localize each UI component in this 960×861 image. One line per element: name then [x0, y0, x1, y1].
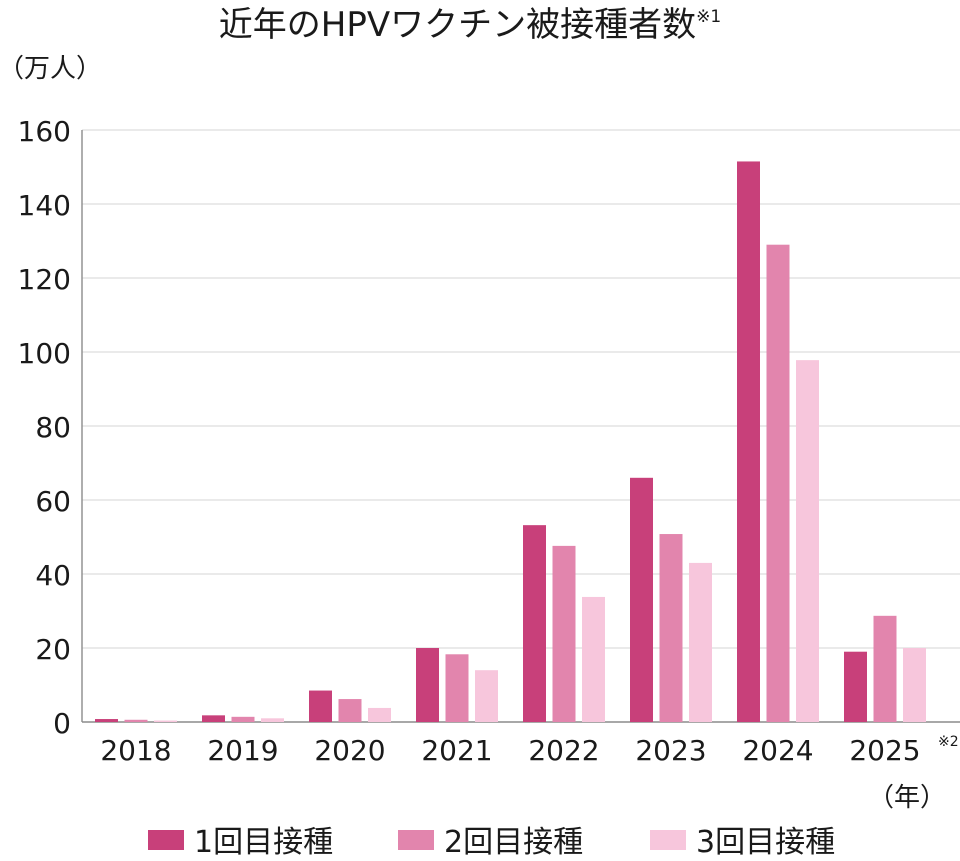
x-tick-label: 2020 [314, 734, 385, 767]
x-tick-label: 2018 [100, 734, 171, 767]
y-tick-label: 60 [35, 485, 71, 518]
x-tick-labels: 2018 2019 2020 2021 2022 2023 2024 2025 ※2 [100, 734, 958, 767]
bar-2022-series-1 [523, 525, 546, 722]
bar-2020-series-1 [309, 690, 332, 722]
y-tick-label: 140 [18, 189, 71, 222]
x-tick-label: 2019 [207, 734, 278, 767]
x-tick-label: 2023 [635, 734, 706, 767]
y-tick-labels: 0 20 40 60 80 100 120 140 160 [18, 115, 71, 740]
bar-2018-series-2 [124, 719, 148, 722]
bar-2022-series-2 [552, 545, 576, 722]
y-tick-label: 0 [53, 707, 71, 740]
bar-2018-series-1 [95, 719, 118, 722]
x-tick-note: ※2 [938, 734, 959, 750]
y-tick-label: 40 [35, 559, 71, 592]
y-tick-label: 120 [18, 263, 71, 296]
bar-2018-series-3 [154, 720, 177, 722]
bar-2021-series-1 [416, 648, 439, 722]
legend-swatch [398, 830, 434, 850]
bar-2020-series-3 [368, 707, 391, 722]
title-note: ※1 [696, 7, 721, 27]
legend-swatch [650, 830, 686, 850]
bars [95, 161, 926, 722]
y-tick-label: 80 [35, 411, 71, 444]
bar-2019-series-3 [261, 718, 284, 722]
y-axis-unit: （万人） [0, 54, 102, 84]
bar-2021-series-2 [445, 654, 469, 722]
legend-label: 1回目接種 [194, 825, 333, 857]
grid [81, 129, 960, 723]
x-tick-label: 2021 [421, 734, 492, 767]
bar-2022-series-3 [582, 596, 605, 722]
legend-label: 2回目接種 [444, 825, 583, 857]
x-tick-label: 2022 [528, 734, 599, 767]
bar-2019-series-2 [231, 716, 255, 722]
bar-2024-series-1 [737, 161, 760, 722]
bar-2025-series-2 [873, 615, 897, 722]
bar-2019-series-1 [202, 715, 225, 722]
chart-title: 近年のHPVワクチン被接種者数※1 [219, 5, 721, 45]
legend-swatch [148, 830, 184, 850]
y-tick-label: 20 [35, 633, 71, 666]
y-tick-label: 160 [18, 115, 71, 148]
bar-2025-series-1 [844, 651, 867, 722]
legend-label: 3回目接種 [696, 825, 835, 857]
x-axis-unit: （年） [868, 783, 946, 813]
legend: 1回目接種 2回目接種 3回目接種 [148, 825, 835, 860]
bar-2023-series-2 [659, 534, 683, 722]
x-tick-label: 2024 [742, 734, 813, 767]
bar-2024-series-2 [766, 244, 790, 722]
bar-2024-series-3 [796, 360, 819, 722]
bar-2023-series-3 [689, 562, 712, 722]
x-tick-label: 2025 [849, 734, 920, 767]
bar-2021-series-3 [475, 670, 498, 722]
bar-2020-series-2 [338, 699, 362, 722]
bar-2023-series-1 [630, 477, 653, 722]
y-tick-label: 100 [18, 337, 71, 370]
bar-2025-series-3 [903, 648, 926, 722]
